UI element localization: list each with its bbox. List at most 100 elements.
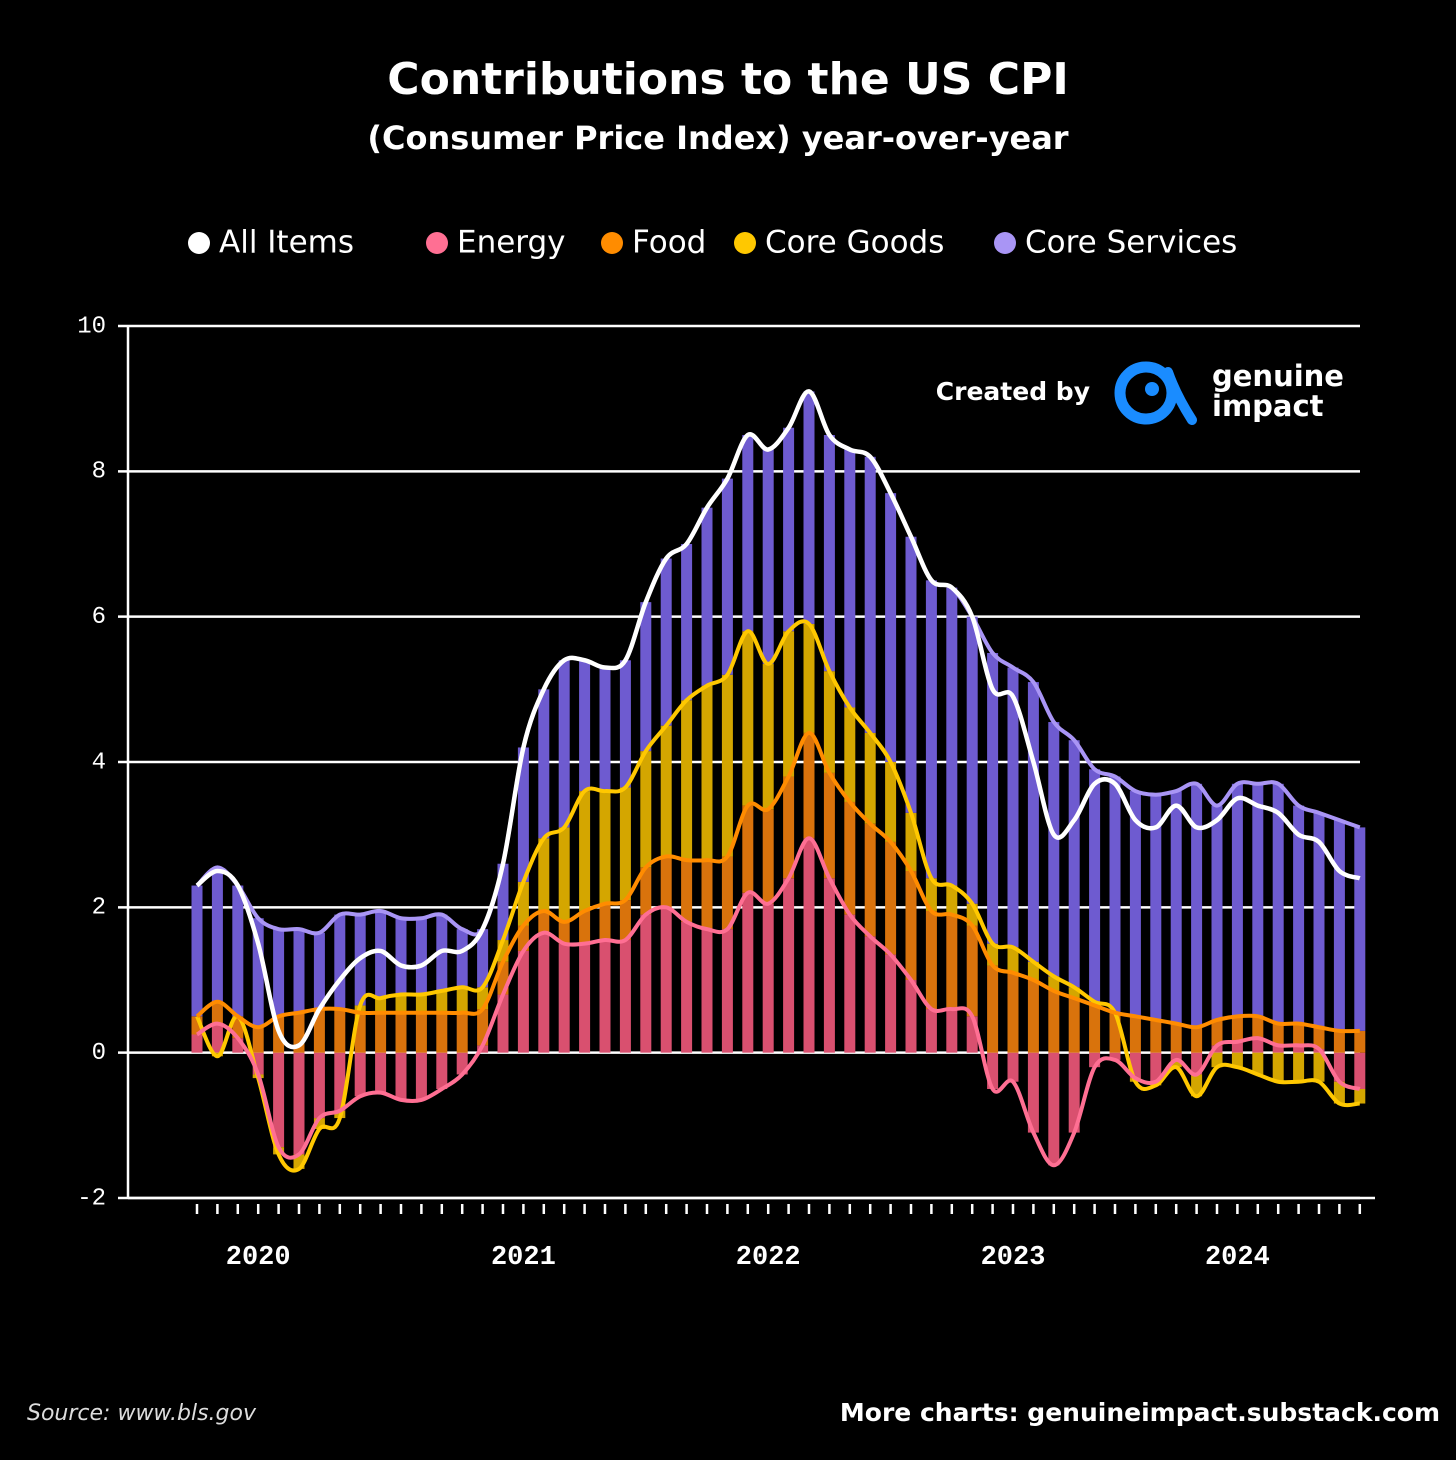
bar-segment (293, 1052, 305, 1155)
bar-segment (1170, 791, 1182, 1024)
bar-segment (354, 1052, 366, 1097)
bar-segment (1170, 1059, 1182, 1068)
bar-segment (395, 994, 407, 1013)
x-tick-label: 2023 (981, 1243, 1046, 1273)
bar-segment (1191, 783, 1203, 1028)
bar-segment (1231, 783, 1243, 1017)
bar-segment (966, 925, 978, 1017)
bar-segment (925, 910, 937, 1010)
bar-segment (844, 707, 856, 802)
bar-segment (1313, 812, 1325, 1028)
bar-segment (375, 910, 387, 999)
bar-segment (538, 689, 550, 839)
bar-segment (701, 685, 713, 861)
x-tick-label: 2024 (1205, 1243, 1270, 1273)
bar-segment (681, 544, 693, 701)
bar-segment (558, 660, 570, 828)
legend-label: Core Goods (765, 225, 944, 261)
bar-segment (823, 772, 835, 879)
bar-segment (1293, 805, 1305, 1024)
bar-segment (579, 791, 591, 911)
bar-segment (1109, 1052, 1121, 1060)
bar-segment (558, 827, 570, 922)
logo-eye (1145, 382, 1159, 396)
bar-segment (538, 932, 550, 1053)
bar-segment (762, 903, 774, 1053)
bar-segment (232, 1038, 244, 1053)
bar-segment (497, 994, 509, 1053)
bar-segment (1272, 1023, 1284, 1046)
bar-segment (1272, 1052, 1284, 1082)
bar-segment (701, 860, 713, 930)
bar-segment (681, 860, 693, 922)
bar-segment (273, 1052, 285, 1148)
bar-segment (1252, 783, 1264, 1017)
bar-segment (1211, 1052, 1223, 1068)
bar-segment (1333, 1030, 1345, 1053)
bar-segment (1150, 794, 1162, 1020)
bar-segment (375, 1012, 387, 1053)
bar-segment (538, 838, 550, 911)
bar-segment (375, 998, 387, 1013)
bar-segment (864, 732, 876, 824)
bar-segment (742, 805, 754, 893)
bar-segment (905, 980, 917, 1053)
bar-segment (1313, 1052, 1325, 1082)
bar-segment (273, 929, 285, 1017)
bar-segment (823, 435, 835, 672)
bar-segment (783, 631, 795, 777)
y-tick-label: 10 (77, 313, 106, 340)
bar-segment (415, 918, 427, 995)
bar-segment (456, 1052, 468, 1075)
bar-segment (864, 936, 876, 1053)
bar-segment (946, 587, 958, 886)
bar-segment (701, 507, 713, 686)
bar-segment (640, 914, 652, 1053)
bar-segment (640, 867, 652, 915)
bar-segment (660, 856, 672, 908)
bar-segment (1354, 827, 1366, 1031)
bar-segment (456, 1012, 468, 1053)
bar-segment (313, 932, 325, 1010)
bar-segment (1089, 1052, 1101, 1068)
y-tick-label: 2 (92, 895, 106, 922)
bar-segment (497, 863, 509, 941)
bar-segment (1150, 1019, 1162, 1053)
bar-segment (1007, 947, 1019, 973)
bar-segment (905, 871, 917, 980)
bar-segment (721, 856, 733, 930)
bar-segment (783, 427, 795, 632)
logo-tail (1163, 367, 1197, 425)
logo-icon (1114, 361, 1197, 425)
bar-segment (1048, 1052, 1060, 1166)
bar-segment (1068, 740, 1080, 988)
bar-segment (987, 943, 999, 966)
bar-segment (721, 478, 733, 675)
bar-segment (803, 391, 815, 624)
bar-segment (987, 965, 999, 1053)
bar-segment (395, 1052, 407, 1100)
bar-segment (415, 1052, 427, 1100)
bar-segment (293, 1154, 305, 1169)
bar-segment (395, 1012, 407, 1053)
bar-segment (1211, 1019, 1223, 1046)
bar-segment (252, 1052, 264, 1075)
bar-segment (579, 660, 591, 792)
total-line (195, 389, 1361, 1050)
bar-segment (1068, 987, 1080, 999)
bar-segment (1191, 1027, 1203, 1053)
bar-segment (885, 841, 897, 955)
chart-title: Contributions to the US CPI (387, 54, 1068, 105)
bar-segment (1252, 1038, 1264, 1053)
bar-segment (1252, 1052, 1264, 1075)
bar-segment (415, 994, 427, 1013)
bar-segment (517, 925, 529, 951)
x-tick-label: 2022 (736, 1243, 801, 1273)
logo-text: impact (1212, 389, 1324, 423)
bar-segment (558, 921, 570, 944)
bar-segment (1150, 1052, 1162, 1082)
bar-segment (477, 987, 489, 1010)
bar-segment (844, 449, 856, 708)
bar-segment (1333, 1081, 1345, 1104)
